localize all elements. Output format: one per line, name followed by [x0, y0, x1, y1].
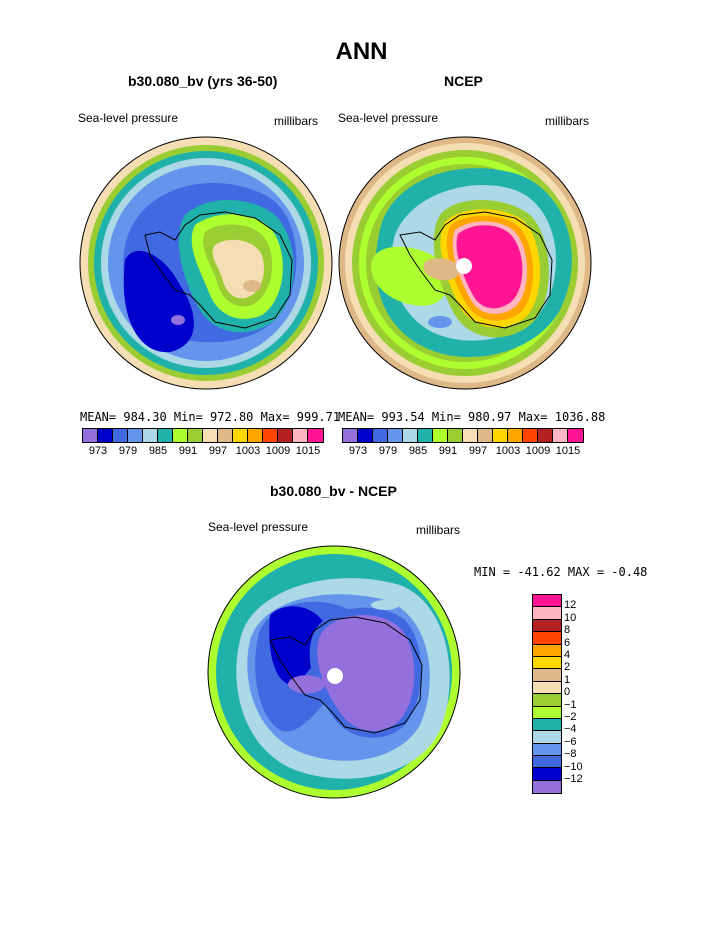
colorbar-tick-label: 997	[468, 445, 488, 457]
colorbar-tick-label: −12	[564, 773, 583, 785]
colorbar-swatch	[533, 756, 561, 769]
colorbar-swatch	[218, 429, 233, 442]
panel-1-units-label: millibars	[274, 114, 319, 128]
colorbar-tick-label: 12	[564, 599, 577, 612]
colorbar-swatch	[553, 429, 568, 442]
colorbar-tick-label: 4	[564, 649, 571, 661]
model-sea-level-pressure-map	[80, 137, 332, 389]
colorbar-swatch	[533, 718, 561, 732]
colorbar-swatch	[533, 768, 561, 781]
colorbar-tick-label: −4	[564, 723, 577, 736]
colorbar-swatch	[463, 429, 478, 442]
panel-1-title: b30.080_bv (yrs 36-50)	[128, 73, 278, 89]
colorbar-swatch	[418, 429, 433, 442]
colorbar-swatch	[343, 429, 358, 442]
panel-2-title: NCEP	[444, 73, 483, 89]
colorbar-swatch	[98, 429, 113, 442]
colorbar-swatch	[113, 429, 128, 442]
colorbar-swatch	[538, 429, 553, 442]
colorbar-swatch	[188, 429, 203, 442]
colorbar-tick-label: −2	[564, 711, 577, 723]
colorbar-tick-label: 1009	[525, 445, 551, 457]
colorbar-tick-label: −8	[564, 748, 577, 761]
colorbar-tick-label: 0	[564, 686, 571, 699]
colorbar-swatch	[478, 429, 493, 442]
colorbar-swatch	[388, 429, 403, 442]
colorbar-swatch	[533, 706, 561, 719]
panel-2-variable-label: Sea-level pressure	[338, 111, 439, 125]
figure-title: ANN	[335, 38, 388, 65]
colorbar-tick-label: 991	[178, 445, 198, 457]
panel-1-colorbar	[82, 428, 324, 443]
colorbar-swatch	[533, 780, 561, 794]
colorbar-swatch	[293, 429, 308, 442]
panel-1-stats: MEAN= 984.30 Min= 972.80 Max= 999.71	[80, 410, 341, 424]
colorbar-swatch	[533, 607, 561, 620]
colorbar-tick-label: 1003	[495, 445, 521, 457]
colorbar-swatch	[308, 429, 323, 442]
diff-panel-stats: MIN = -41.62 MAX = -0.48	[474, 565, 648, 579]
colorbar-swatch	[533, 681, 561, 695]
colorbar-tick-label: 1015	[295, 445, 321, 457]
colorbar-swatch	[533, 644, 561, 657]
colorbar-swatch	[358, 429, 373, 442]
colorbar-tick-label: 973	[348, 445, 368, 457]
colorbar-tick-label: 979	[378, 445, 398, 457]
colorbar-swatch	[433, 429, 448, 442]
colorbar-tick-label: 991	[438, 445, 458, 457]
diff-panel-variable-label: Sea-level pressure	[208, 520, 309, 534]
colorbar-swatch	[248, 429, 263, 442]
colorbar-swatch	[448, 429, 463, 442]
colorbar-swatch	[263, 429, 278, 442]
colorbar-swatch	[533, 694, 561, 707]
colorbar-tick-label: 985	[148, 445, 168, 457]
colorbar-swatch	[173, 429, 188, 442]
colorbar-swatch	[533, 619, 561, 633]
panel-2-stats: MEAN= 993.54 Min= 980.97 Max= 1036.88	[338, 410, 606, 424]
colorbar-tick-label: 979	[118, 445, 138, 457]
colorbar-tick-label: 1003	[235, 445, 261, 457]
colorbar-swatch	[233, 429, 248, 442]
colorbar-swatch	[128, 429, 143, 442]
panel-1-variable-label: Sea-level pressure	[78, 111, 179, 125]
colorbar-tick-label: 1009	[265, 445, 291, 457]
colorbar-tick-label: 8	[564, 624, 571, 637]
colorbar-tick-label: 985	[408, 445, 428, 457]
colorbar-swatch	[203, 429, 218, 442]
colorbar-tick-label: −6	[564, 735, 577, 748]
colorbar-tick-label: 6	[564, 636, 571, 649]
ncep-sea-level-pressure-map	[339, 137, 591, 389]
colorbar-tick-label: 1015	[555, 445, 581, 457]
panel-2-colorbar	[342, 428, 584, 443]
colorbar-tick-label: −10	[564, 760, 583, 773]
colorbar-tick-label: 2	[564, 661, 571, 674]
colorbar-swatch	[533, 731, 561, 744]
colorbar-swatch	[533, 669, 561, 682]
colorbar-tick-label: 10	[564, 611, 577, 624]
colorbar-swatch	[403, 429, 418, 442]
diff-panel-title: b30.080_bv - NCEP	[270, 483, 397, 499]
colorbar-swatch	[83, 429, 98, 442]
colorbar-swatch	[508, 429, 523, 442]
diff-colorbar	[532, 594, 562, 795]
colorbar-swatch	[533, 656, 561, 670]
colorbar-swatch	[533, 743, 561, 757]
colorbar-swatch	[533, 632, 561, 645]
panel-2-units-label: millibars	[545, 114, 590, 128]
colorbar-tick-label: 1	[564, 673, 571, 686]
colorbar-tick-label: −1	[564, 698, 577, 711]
diff-panel-units-label: millibars	[416, 523, 461, 537]
colorbar-swatch	[373, 429, 388, 442]
colorbar-tick-label: 973	[88, 445, 108, 457]
difference-sea-level-pressure-map	[208, 546, 460, 798]
colorbar-swatch	[278, 429, 293, 442]
colorbar-tick-label: 997	[208, 445, 228, 457]
colorbar-swatch	[533, 595, 561, 608]
colorbar-swatch	[523, 429, 538, 442]
colorbar-swatch	[143, 429, 158, 442]
colorbar-swatch	[568, 429, 583, 442]
colorbar-swatch	[493, 429, 508, 442]
colorbar-swatch	[158, 429, 173, 442]
